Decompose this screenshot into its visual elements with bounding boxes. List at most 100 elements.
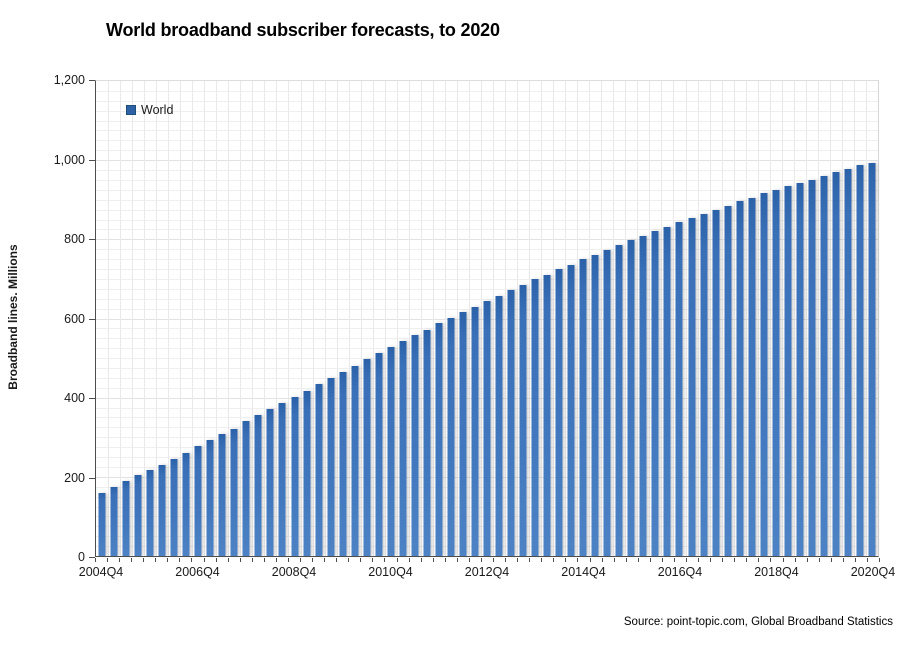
x-axis-tick — [372, 558, 374, 562]
bar-2019Q2 — [796, 182, 804, 556]
bar-2020Q4 — [868, 162, 876, 556]
vertical-gridline — [180, 81, 182, 556]
minor-gridline — [96, 150, 878, 152]
vertical-gridline — [348, 81, 350, 556]
vertical-gridline — [324, 81, 326, 556]
x-axis-tick — [456, 558, 458, 562]
vertical-gridline — [240, 81, 242, 556]
x-axis-tick — [866, 558, 868, 562]
bar-2012Q3 — [471, 306, 479, 556]
y-axis-tick — [89, 318, 95, 320]
bar-2006Q2 — [170, 459, 178, 556]
minor-gridline — [96, 288, 878, 290]
chart-title: World broadband subscriber forecasts, to… — [106, 20, 500, 40]
bar-2012Q1 — [447, 318, 455, 556]
vertical-gridline — [733, 81, 735, 556]
vertical-gridline — [781, 81, 783, 556]
x-axis-tick — [686, 558, 687, 562]
vertical-gridline — [252, 81, 254, 556]
x-axis-tick — [637, 558, 639, 562]
vertical-gridline — [216, 81, 218, 556]
bar-2007Q4 — [242, 421, 250, 556]
vertical-gridline — [565, 81, 567, 556]
minor-gridline — [96, 298, 878, 300]
vertical-gridline — [228, 81, 230, 556]
bar-2008Q1 — [254, 415, 262, 556]
y-axis-tick-label: 0 — [78, 550, 85, 564]
vertical-gridline — [553, 81, 555, 556]
x-axis-tick — [673, 558, 675, 562]
bar-2016Q3 — [663, 227, 671, 556]
x-axis-tick — [336, 558, 338, 562]
vertical-gridline — [709, 81, 711, 556]
x-axis-tick-label: 2004Q4 — [78, 565, 124, 579]
x-axis-tick — [263, 558, 265, 562]
vertical-gridline — [745, 81, 747, 556]
vertical-gridline — [444, 81, 446, 556]
bar-2020Q3 — [856, 165, 864, 556]
bar-2012Q2 — [459, 312, 467, 556]
x-axis-tick — [746, 558, 748, 562]
bar-2007Q1 — [206, 440, 214, 556]
vertical-gridline — [517, 81, 519, 556]
x-axis-tick — [203, 558, 205, 562]
bar-2017Q1 — [688, 217, 696, 556]
x-axis-tick — [830, 558, 832, 562]
bar-2006Q1 — [158, 464, 166, 556]
y-axis-tick-label: 400 — [64, 391, 85, 405]
vertical-gridline — [649, 81, 651, 556]
x-axis-tick — [324, 558, 326, 562]
source-note: Source: point-topic.com, Global Broadban… — [623, 616, 893, 628]
bar-2009Q1 — [303, 390, 311, 556]
vertical-gridline — [192, 81, 194, 556]
x-axis-tick — [444, 558, 446, 562]
y-axis-tick — [89, 80, 95, 81]
y-axis-tick — [89, 239, 95, 240]
bar-2004Q4 — [98, 492, 106, 556]
bar-2013Q1 — [495, 295, 503, 556]
bar-2020Q1 — [832, 172, 840, 556]
x-axis-tick — [734, 558, 736, 562]
vertical-gridline — [144, 81, 146, 556]
x-axis-tick — [794, 558, 796, 562]
vertical-gridline — [673, 81, 675, 556]
bar-2017Q2 — [700, 214, 708, 556]
x-axis-tick — [408, 558, 410, 562]
vertical-gridline — [156, 81, 158, 556]
y-axis-title: Broadband lines. Millions — [6, 244, 20, 390]
bar-2017Q4 — [724, 206, 732, 556]
bar-2019Q1 — [784, 186, 792, 556]
minor-gridline — [96, 110, 878, 112]
x-axis-tick — [312, 558, 314, 562]
vertical-gridline — [493, 81, 494, 556]
x-axis-tick — [348, 558, 350, 562]
x-axis-tick — [661, 558, 663, 562]
bar-2013Q4 — [531, 278, 539, 556]
bar-2015Q4 — [627, 240, 635, 556]
x-axis-tick — [167, 558, 169, 562]
x-axis-tick — [601, 558, 603, 562]
y-axis-tick-label: 800 — [64, 232, 85, 246]
x-axis-tick — [613, 558, 615, 562]
x-axis-tick — [842, 558, 844, 562]
vertical-gridline — [408, 81, 410, 556]
x-axis-tick — [155, 558, 157, 562]
bar-2010Q2 — [363, 359, 371, 556]
vertical-gridline — [288, 81, 290, 556]
major-gridline — [96, 239, 878, 241]
vertical-gridline — [865, 81, 867, 556]
x-axis-tick — [854, 558, 856, 562]
x-axis-tick — [589, 558, 591, 562]
x-axis-tick — [722, 558, 724, 562]
x-axis-tick — [119, 558, 121, 562]
x-axis-tick — [710, 558, 712, 562]
vertical-gridline — [300, 81, 302, 556]
legend: World — [126, 103, 173, 117]
minor-gridline — [96, 259, 878, 261]
bar-2011Q2 — [411, 335, 419, 556]
vertical-gridline — [697, 81, 699, 556]
x-axis-tick — [553, 558, 555, 562]
bar-2011Q1 — [399, 341, 407, 556]
vertical-gridline — [168, 81, 170, 556]
x-axis-tick-label: 2010Q4 — [368, 565, 413, 579]
